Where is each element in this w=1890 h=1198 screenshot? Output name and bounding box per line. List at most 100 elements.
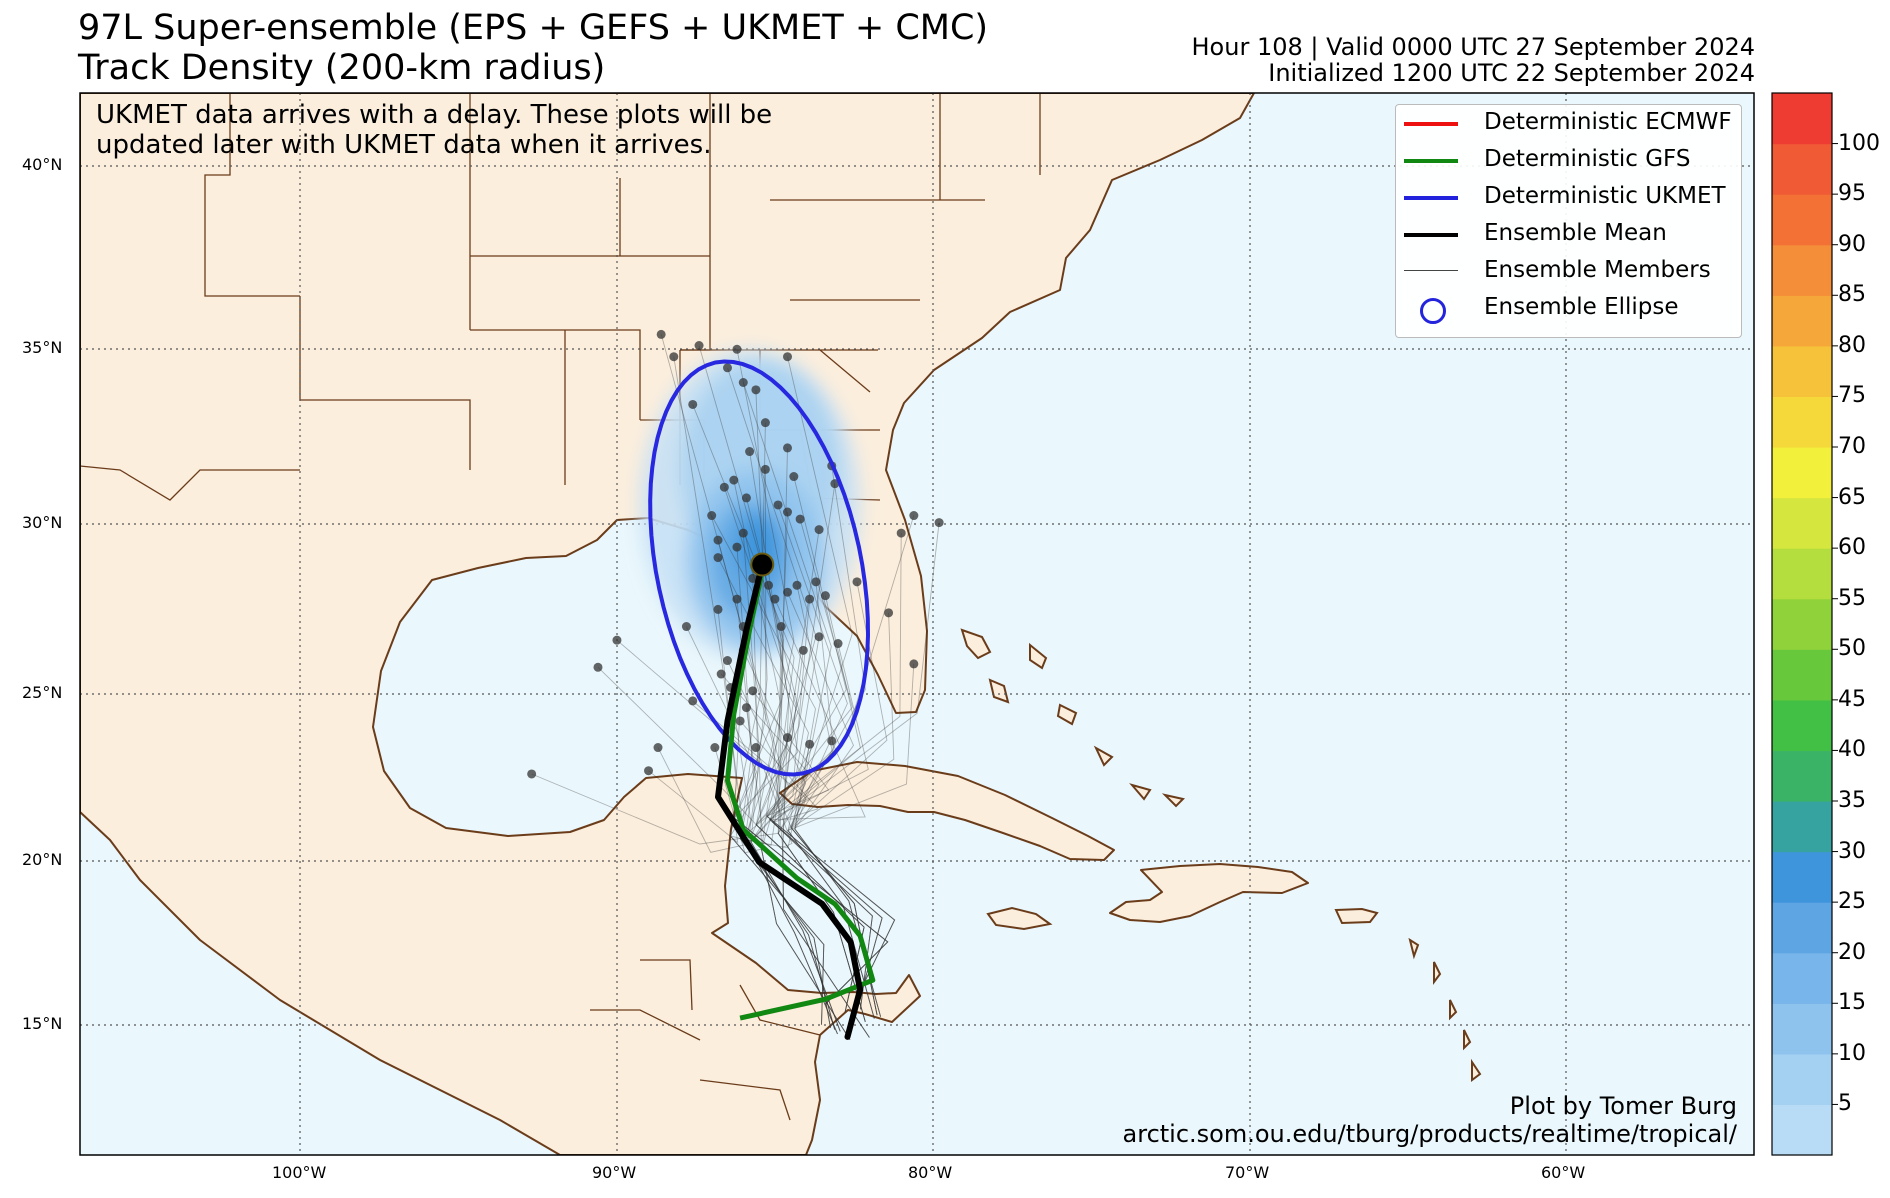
ensemble-member-endpoint [760, 418, 770, 428]
colorbar-band [1772, 447, 1832, 499]
ensemble-member-track [742, 626, 870, 1038]
map-frame [79, 92, 1755, 1156]
ensemble-member-endpoint [751, 743, 761, 753]
colorbar-tick-label: 70 [1838, 434, 1866, 459]
ensemble-member-track [768, 740, 883, 1007]
legend-item-ensemble-mean: Ensemble Mean [1396, 216, 1741, 253]
ensemble-member-track [739, 744, 831, 1028]
colorbar-band [1772, 345, 1832, 398]
colorbar-tick-label: 35 [1838, 788, 1866, 813]
ensemble-member-track [736, 547, 831, 1028]
ensemble-member-track [750, 389, 841, 1032]
legend-item-ensemble-ellipse: Ensemble Ellipse [1396, 290, 1741, 327]
ensemble-member-endpoint [707, 511, 717, 521]
ensemble-member-track [727, 367, 896, 1003]
colorbar-band [1772, 902, 1832, 954]
track-density-shading [640, 350, 860, 660]
colorbar-band [1772, 801, 1832, 853]
ensemble-member-endpoint [827, 736, 837, 746]
ensemble-member-track [597, 666, 865, 1013]
legend-label-ensemble-ellipse: Ensemble Ellipse [1484, 294, 1679, 320]
ensemble-member-track [745, 707, 841, 1032]
colorbar-tick-label: 40 [1838, 737, 1866, 763]
colorbar-band [1772, 93, 1832, 145]
ensemble-member-endpoint [745, 447, 755, 457]
ensemble-member-endpoint [909, 659, 919, 669]
colorbar-tick-label: 55 [1838, 585, 1866, 611]
ensemble-ellipse [648, 359, 871, 777]
ensemble-member-endpoint [732, 344, 742, 354]
ensemble-member-endpoint [738, 378, 748, 388]
colorbar [1772, 93, 1838, 1156]
ensemble-member-endpoint [669, 352, 679, 362]
colorbar-tick-label: 20 [1838, 939, 1866, 965]
ensemble-member-endpoint [783, 352, 793, 362]
ensemble-member-track [755, 747, 870, 1038]
colorbar-tick-label: 50 [1838, 636, 1866, 662]
ensemble-member-track [772, 595, 873, 1010]
ensemble-member-track [749, 451, 870, 1038]
land-jamaica [986, 906, 1053, 931]
ensemble-member-track [752, 690, 896, 1003]
ensemble-member-track [755, 581, 865, 1013]
legend: Deterministic ECMWF Deterministic GFS De… [1395, 104, 1742, 338]
ensemble-member-track [769, 476, 883, 1007]
ensemble-member-endpoint [656, 329, 666, 339]
colorbar-band [1772, 598, 1832, 650]
ensemble-member-endpoint [795, 514, 805, 524]
ensemble-member-endpoint [776, 622, 786, 632]
ensemble-member-track [729, 737, 825, 1025]
valid-time-label: Hour 108 | Valid 0000 UTC 27 September 2… [1191, 33, 1756, 61]
ensemble-member-endpoint [719, 482, 729, 492]
ensemble-member-endpoint [934, 518, 944, 528]
ensemble-member-endpoint [688, 399, 698, 409]
lon-label-90w: 90°W [592, 1163, 637, 1182]
ensemble-member-endpoint [741, 493, 751, 503]
ensemble-member-track [769, 533, 902, 1007]
colorbar-tick-label: 95 [1838, 181, 1866, 207]
ensemble-member-endpoint [783, 507, 793, 517]
credit-url: arctic.som.ou.edu/tburg/products/realtim… [1122, 1120, 1737, 1148]
colorbar-band [1772, 1003, 1832, 1055]
land-hispaniola [1109, 863, 1309, 923]
ensemble-member-endpoint [764, 580, 774, 590]
ensemble-member-track [750, 515, 915, 1032]
ensemble-member-endpoint [681, 622, 691, 632]
ensemble-member-endpoint [527, 769, 537, 779]
colorbar-tick-label: 5 [1838, 1091, 1852, 1117]
ensemble-member-endpoint [732, 542, 742, 552]
ensemble-member-endpoint [773, 500, 783, 510]
legend-swatch-ecmwf [1404, 122, 1458, 126]
ensemble-member-track [769, 643, 883, 1007]
ensemble-member-endpoint [732, 594, 742, 604]
ensemble-member-track [750, 599, 841, 1032]
colorbar-band [1772, 649, 1832, 701]
land-puerto-rico [1334, 907, 1379, 925]
legend-item-ensemble-members: Ensemble Members [1396, 253, 1741, 290]
ensemble-member-endpoint [738, 528, 748, 538]
lat-label-25: 25°N [22, 683, 63, 702]
ensemble-member-track [777, 585, 866, 1022]
init-time-label: Initialized 1200 UTC 22 September 2024 [1268, 59, 1755, 87]
ensemble-member-track [745, 497, 865, 1013]
ensemble-member-endpoint [805, 739, 815, 749]
ensemble-member-endpoint [760, 464, 770, 474]
ensemble-member-endpoint [751, 385, 761, 395]
ensemble-member-endpoint [884, 608, 894, 618]
ensemble-member-endpoint [735, 716, 745, 726]
chart-subtitle: Track Density (200-km radius) [78, 48, 606, 88]
legend-label-ensemble-mean: Ensemble Mean [1484, 220, 1667, 246]
ensemble-member-endpoint [814, 525, 824, 535]
ensemble-member-endpoint [741, 703, 751, 713]
ensemble-member-endpoint [798, 645, 808, 655]
storm-position-marker [750, 552, 775, 577]
colorbar-band [1772, 851, 1832, 903]
ensemble-member-track [739, 636, 831, 1028]
ensemble-member-endpoint [722, 363, 732, 373]
lon-label-70w: 70°W [1225, 1163, 1270, 1182]
ensemble-member-endpoint [713, 553, 723, 563]
credit-author: Plot by Tomer Burg [1509, 1092, 1737, 1120]
colorbar-band [1772, 548, 1832, 600]
ukmet-delay-note: UKMET data arrives with a delay. These p… [96, 100, 773, 160]
